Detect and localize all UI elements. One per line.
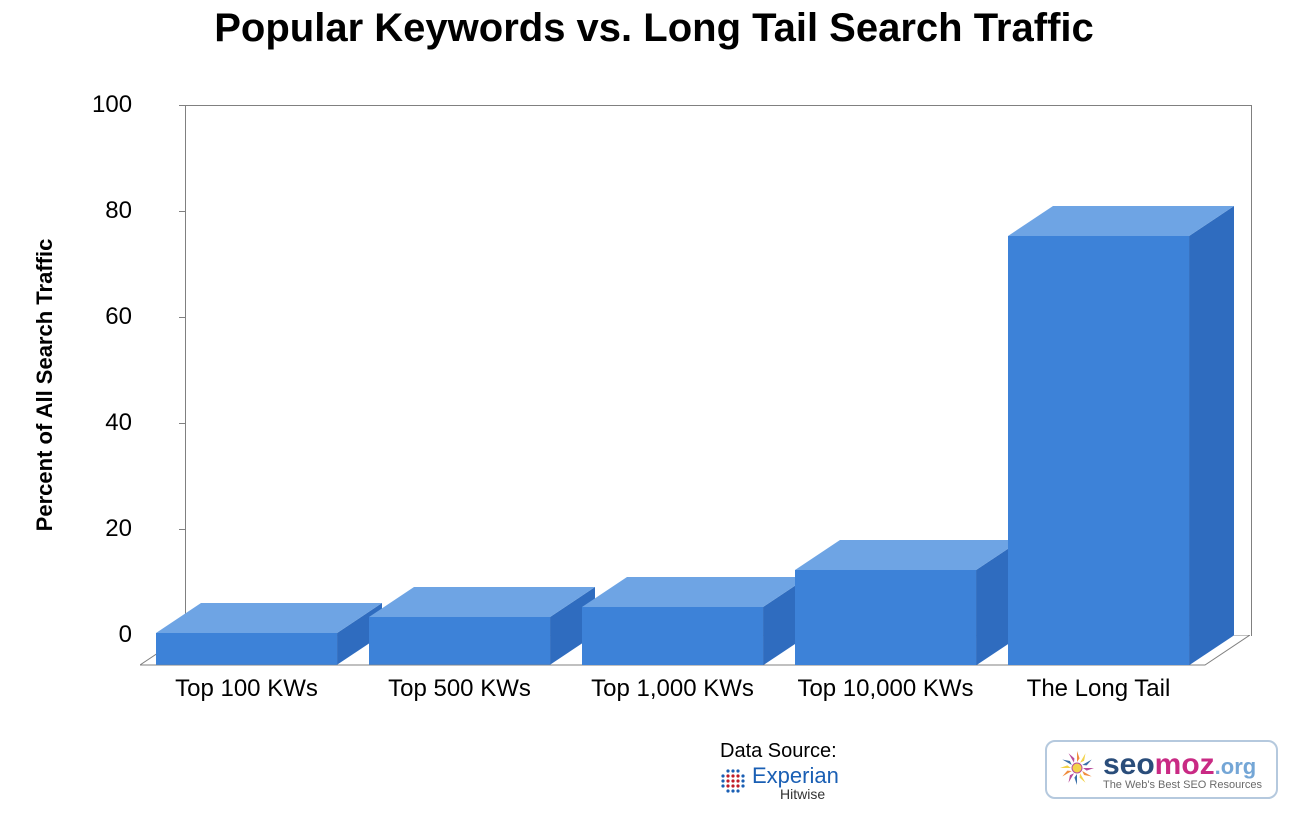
- data-source-label: Data Source:: [720, 740, 839, 763]
- y-tick-80: 80: [92, 197, 132, 225]
- chart-plot: Percent of All Search Traffic 0204060801…: [140, 105, 1250, 665]
- data-source-block: Data Source: Experian Hitwise: [720, 740, 839, 801]
- x-tick-0: Top 100 KWs: [141, 675, 353, 703]
- x-tick-1: Top 500 KWs: [354, 675, 566, 703]
- bar-2: [582, 577, 808, 665]
- seomoz-text-org: .org: [1215, 754, 1257, 779]
- experian-dots-icon: [720, 768, 746, 799]
- y-tick-0: 0: [92, 621, 132, 649]
- y-axis-label-text: Percent of All Search Traffic: [32, 239, 57, 532]
- seomoz-tagline: The Web's Best SEO Resources: [1103, 780, 1262, 791]
- x-tick-4: The Long Tail: [993, 675, 1205, 703]
- seomoz-star-icon: [1057, 748, 1097, 793]
- experian-text: Experian: [752, 765, 839, 787]
- y-tick-20: 20: [92, 515, 132, 543]
- y-axis-label: Percent of All Search Traffic: [32, 239, 58, 532]
- y-tick-100: 100: [92, 91, 132, 119]
- hitwise-text: Hitwise: [780, 787, 839, 801]
- x-tick-3: Top 10,000 KWs: [780, 675, 992, 703]
- seomoz-text-seo: seo: [1103, 748, 1155, 781]
- bar-1: [369, 587, 595, 665]
- bar-4: [1008, 206, 1234, 665]
- x-tick-2: Top 1,000 KWs: [567, 675, 779, 703]
- seomoz-text-moz: moz: [1155, 748, 1215, 781]
- seomoz-logo: seomoz.org The Web's Best SEO Resources: [1045, 740, 1278, 799]
- experian-logo: Experian Hitwise: [720, 765, 839, 801]
- bar-3: [795, 540, 1021, 665]
- y-tick-40: 40: [92, 409, 132, 437]
- chart-title-text: Popular Keywords vs. Long Tail Search Tr…: [214, 6, 1094, 50]
- chart-title: Popular Keywords vs. Long Tail Search Tr…: [0, 6, 1308, 51]
- chart-footer: Data Source: Experian Hitwise: [0, 740, 1308, 830]
- y-tick-60: 60: [92, 303, 132, 331]
- bar-0: [156, 603, 382, 665]
